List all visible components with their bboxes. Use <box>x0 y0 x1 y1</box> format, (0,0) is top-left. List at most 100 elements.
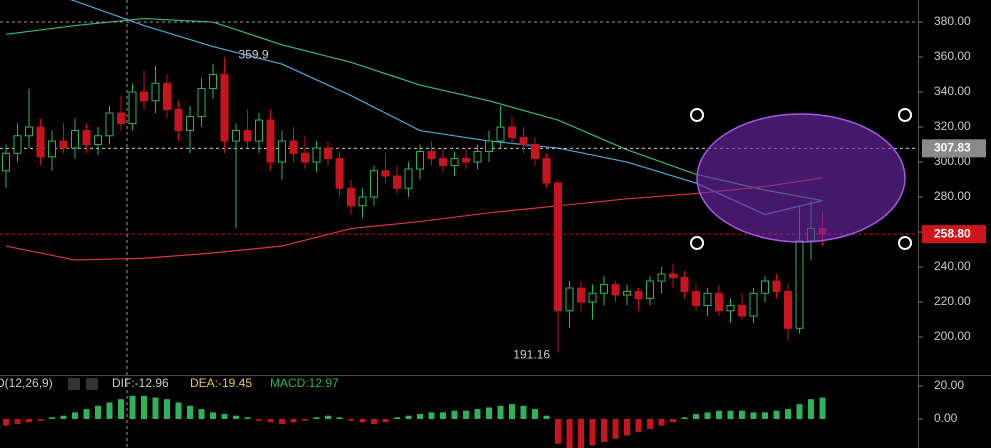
moving-average <box>5 17 823 202</box>
macd-bar <box>313 417 320 419</box>
macd-bar <box>520 405 527 419</box>
macd-bar <box>497 405 504 419</box>
macd-bar <box>463 410 469 419</box>
dea-label: DEA:-19.45 <box>190 376 252 390</box>
macd-bar <box>647 418 653 429</box>
y-tick-label: 20.00 <box>934 378 964 392</box>
macd-bar <box>26 418 32 423</box>
candle-body <box>646 280 654 300</box>
candle-body <box>554 182 562 312</box>
macd-bar <box>164 399 170 419</box>
candle-body <box>600 284 608 294</box>
macd-bar <box>290 418 297 423</box>
candle-body <box>427 151 436 160</box>
macd-bar <box>106 402 113 419</box>
macd-bar <box>141 395 147 419</box>
macd-bar <box>681 417 688 419</box>
macd-bar <box>750 412 757 419</box>
macd-bar <box>601 418 607 443</box>
candle-body <box>335 158 344 189</box>
y-tick-label: 0.00 <box>934 411 958 425</box>
dif-label: DIF:-12.96 <box>112 376 169 390</box>
y-tick-label: 200.00 <box>934 329 971 343</box>
candle-body <box>36 126 45 158</box>
macd-bar <box>60 415 67 419</box>
macd-bar <box>267 418 274 423</box>
macd-bar <box>624 418 630 436</box>
price-panel: 359.9 191.16 <box>0 0 918 362</box>
candle-body <box>2 152 10 172</box>
price-label: 307.83 <box>934 141 971 155</box>
settings-icon[interactable] <box>68 378 80 390</box>
close-icon[interactable] <box>86 378 98 390</box>
macd-bar <box>739 410 745 419</box>
candle-body <box>48 140 56 158</box>
y-tick-label: 300.00 <box>934 154 971 168</box>
low-label: 191.16 <box>513 348 550 362</box>
candle-body <box>439 158 447 167</box>
moving-average <box>5 177 823 261</box>
candle-body <box>232 130 240 142</box>
macd-bar <box>14 418 21 424</box>
macd-bar <box>509 404 515 419</box>
macd-bar <box>371 418 377 424</box>
candle-body <box>278 140 286 163</box>
ellipse-drawing[interactable] <box>696 113 906 243</box>
y-tick-label: 340.00 <box>934 84 971 98</box>
candle-body <box>795 240 804 329</box>
candle-body <box>197 88 206 118</box>
macd-bar <box>49 417 55 419</box>
macd-bar <box>428 412 435 419</box>
macd-bar <box>382 418 389 423</box>
y-axis: 200.00220.00240.00260.00280.00300.00320.… <box>918 14 986 425</box>
candle-body <box>473 151 482 163</box>
macd-label: MACD:12.97 <box>270 376 339 390</box>
handle[interactable] <box>690 108 704 122</box>
candle-body <box>301 152 309 163</box>
candle-body <box>324 147 332 160</box>
candle-body <box>347 187 355 207</box>
y-tick-label: 220.00 <box>934 294 971 308</box>
candle-body <box>508 126 516 139</box>
handle[interactable] <box>690 236 704 250</box>
macd-bar <box>210 412 216 419</box>
candle-body <box>209 74 217 90</box>
macd-bar <box>325 415 331 419</box>
candle-body <box>266 119 275 163</box>
macd-bar <box>233 415 239 419</box>
candle-body <box>531 144 539 160</box>
candle-body <box>669 273 677 279</box>
handle[interactable] <box>898 236 912 250</box>
macd-bar <box>302 418 308 421</box>
macd-bar <box>589 418 596 446</box>
macd-bar <box>727 410 734 419</box>
macd-bar <box>532 409 538 419</box>
macd-bar <box>566 418 573 448</box>
macd-bar <box>451 410 458 419</box>
macd-bar <box>635 418 642 433</box>
candle-body <box>565 287 574 312</box>
candle-body <box>220 74 229 142</box>
macd-bar <box>474 409 481 419</box>
macd-bar <box>244 417 251 419</box>
handles[interactable] <box>690 108 912 250</box>
candle-body <box>726 305 735 312</box>
candle-body <box>140 91 148 102</box>
macd-bar <box>348 418 354 421</box>
candle-body <box>680 277 689 293</box>
candle-body <box>657 273 666 282</box>
macd-bar <box>187 405 193 419</box>
candle-body <box>82 130 91 146</box>
candle-body <box>496 126 505 142</box>
macd-bar <box>152 397 159 419</box>
handle[interactable] <box>898 108 912 122</box>
macd-title: D(12,26,9) <box>0 376 53 390</box>
macd-bar <box>796 404 803 419</box>
candle-body <box>634 291 643 300</box>
macd-bar <box>417 414 423 419</box>
macd-bar <box>37 418 44 421</box>
macd-bar <box>336 417 343 419</box>
candle-body <box>749 292 758 317</box>
y-tick-label: 280.00 <box>934 189 971 203</box>
